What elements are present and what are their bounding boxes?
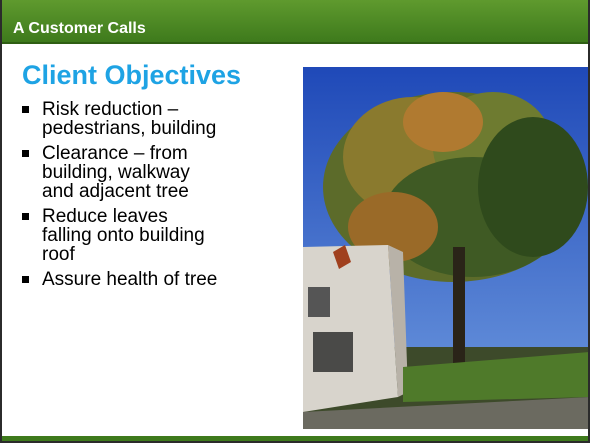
bullet-line: Clearance – from <box>42 143 188 164</box>
bullet-line: Assure health of tree <box>42 269 218 290</box>
bullet-list: Risk reduction – pedestrians, building Cle… <box>20 100 217 295</box>
bullet-line: roof <box>42 244 75 265</box>
bullet-line: Risk reduction – <box>42 99 179 120</box>
bullet: Assure health of tree <box>20 270 217 289</box>
tree-photo <box>303 67 588 429</box>
slide-title: Client Objectives <box>22 60 242 90</box>
bullet-line: Reduce leaves <box>42 206 168 227</box>
header-title: A Customer Calls <box>13 20 146 37</box>
bullet-line: building, walkway <box>42 162 190 183</box>
bullet-line: pedestrians, building <box>42 118 217 139</box>
bullet: Risk reduction – pedestrians, building <box>20 100 217 138</box>
bullet: Reduce leaves falling onto building roof <box>20 207 217 264</box>
header-bar: A Customer Calls <box>2 0 588 44</box>
bullet: Clearance – from building, walkway and adj… <box>20 144 217 201</box>
bullet-line: falling onto building <box>42 225 205 246</box>
footer-bar <box>2 436 588 441</box>
bullet-line: and adjacent tree <box>42 181 189 202</box>
